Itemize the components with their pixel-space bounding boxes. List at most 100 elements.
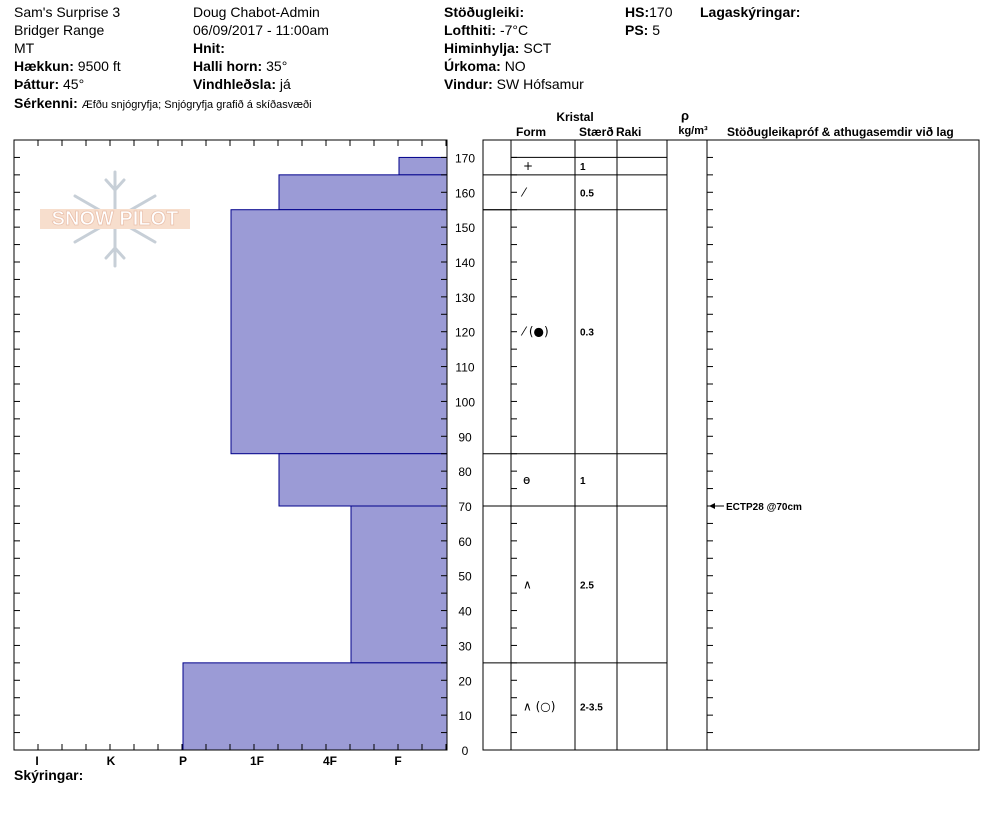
crystal-header: Kristal (556, 110, 593, 124)
aspect: Þáttur: 45° (14, 76, 84, 92)
precip-label: Úrkoma: (444, 58, 501, 74)
layer-size-6: 2-3.5 (580, 702, 603, 713)
size-header: Stærð (579, 125, 614, 139)
layer-form-1: + (523, 159, 533, 173)
hardness-layer-5 (350, 505, 448, 664)
hardness-ticks (13, 140, 447, 751)
depth-label: 160 (455, 186, 475, 200)
aspect-label: Þáttur: (14, 76, 60, 92)
hs: HS:170 (625, 4, 672, 20)
hardness-axis-labels: I K P 1F 4F F (35, 754, 401, 768)
layer-form-6: ∧ (○) (523, 699, 555, 713)
wind-loading: Vindhleðsla: já (193, 76, 291, 92)
depth-label: 120 (455, 326, 475, 340)
test-arrow-head (709, 503, 715, 509)
slope-value: 35° (266, 58, 288, 74)
depth-label: 90 (458, 430, 472, 444)
depth-label: 110 (455, 361, 474, 375)
wind-value: SW Hófsamur (496, 76, 584, 92)
stability-tests: ECTP28 @70cm (709, 502, 802, 513)
ps-label: PS: (625, 22, 649, 38)
hardness-label: 1F (250, 754, 264, 768)
precip-value: NO (504, 58, 526, 74)
sky-value: SCT (523, 40, 552, 56)
hs-value: 170 (649, 4, 673, 20)
wind-loading-value: já (279, 76, 291, 92)
depth-label: 0 (462, 744, 469, 758)
layer-notes-label: Lagaskýringar: (700, 4, 801, 20)
depth-axis-labels: 0 10 20 30 40 50 60 70 80 90 100 110 120 130 140 150 160… (455, 151, 475, 758)
stability-label: Stöðugleiki: (444, 4, 525, 20)
hardness-label: 4F (323, 754, 337, 768)
ps-value: 5 (652, 22, 661, 38)
datetime: 06/09/2017 - 11:00am (193, 22, 329, 38)
hardness-label: P (179, 754, 187, 768)
features-value: Æfðu snjógryfja; Snjógryfja grafið á skí… (81, 99, 312, 111)
rho-header: ρ (681, 108, 689, 123)
slope-label: Halli horn: (193, 58, 263, 74)
layer-size-1: 1 (580, 162, 586, 173)
aspect-value: 45° (63, 76, 85, 92)
hardness-label: K (107, 754, 116, 768)
snowpilot-logo: SNOW PILOT (40, 170, 190, 268)
layer-form-4: ө (523, 473, 530, 487)
depth-label: 130 (455, 291, 475, 305)
air-temp-value: -7°C (499, 22, 529, 38)
elevation: Hækkun: 9500 ft (14, 58, 121, 74)
test-label: ECTP28 @70cm (726, 502, 802, 513)
depth-label: 170 (455, 151, 475, 165)
depth-label: 20 (458, 674, 472, 688)
depth-label: 140 (455, 256, 475, 270)
form-header: Form (516, 125, 546, 139)
density-unit-header: kg/m³ (678, 125, 708, 137)
air-temp-label: Lofthiti: (444, 22, 497, 38)
depth-label: 50 (458, 570, 472, 584)
moisture-header: Raki (616, 125, 641, 139)
layer-form-3: ⁄ (●) (520, 325, 549, 339)
range-name: Bridger Range (14, 22, 105, 38)
layer-size-4: 1 (580, 476, 586, 487)
hardness-layer-3 (230, 209, 448, 455)
wind-loading-label: Vindhleðsla: (193, 76, 276, 92)
elevation-label: Hækkun: (14, 58, 74, 74)
depth-label: 40 (458, 605, 472, 619)
layer-size-5: 2.5 (580, 580, 594, 591)
hardness-layers (182, 156, 448, 751)
layer-form-2: ⁄ (520, 185, 528, 199)
depth-label: 80 (458, 465, 472, 479)
hs-label: HS: (625, 4, 650, 20)
logo-text: SNOW PILOT (52, 208, 179, 230)
location-name: Sam's Surprise 3 (14, 4, 121, 20)
layer-size-3: 0.3 (580, 328, 594, 339)
depth-label: 100 (455, 395, 475, 409)
table-rows: +1 ⁄ 0.5 ⁄ (●) 0.3 ө 1 ∧ 2.5 ∧ (○) 2-3.5 (483, 156, 667, 713)
hardness-layer-1 (398, 156, 448, 176)
depth-label: 60 (458, 535, 472, 549)
depth-label: 10 (458, 709, 472, 723)
ps: PS: 5 (625, 22, 660, 38)
slope: Halli horn: 35° (193, 58, 287, 74)
observer: Doug Chabot-Admin (193, 4, 320, 20)
depth-label: 150 (455, 221, 475, 235)
elevation-value: 9500 ft (77, 58, 121, 74)
sky: Himinhylja: SCT (444, 40, 551, 56)
hardness-layer-2 (278, 174, 448, 211)
precip: Úrkoma: NO (444, 58, 526, 74)
layer-table (482, 139, 980, 751)
air-temp: Lofthiti: -7°C (444, 22, 528, 38)
state-name: MT (14, 40, 35, 56)
wind: Vindur: SW Hófsamur (444, 76, 584, 92)
coords-label: Hnit: (193, 40, 225, 56)
hardness-label: I (35, 754, 38, 768)
sky-label: Himinhylja: (444, 40, 520, 56)
features-label: Sérkenni: (14, 95, 78, 111)
layer-size-2: 0.5 (580, 188, 594, 199)
features: Sérkenni: Æfðu snjógryfja; Snjógryfja gr… (14, 95, 312, 113)
layer-form-5: ∧ (523, 577, 532, 591)
depth-label: 30 (458, 639, 472, 653)
depth-label: 70 (458, 500, 472, 514)
hardness-label: F (394, 754, 401, 768)
legend-label: Skýringar: (14, 767, 84, 783)
tests-header: Stöðugleikapróf & athugasemdir við lag (727, 125, 954, 139)
